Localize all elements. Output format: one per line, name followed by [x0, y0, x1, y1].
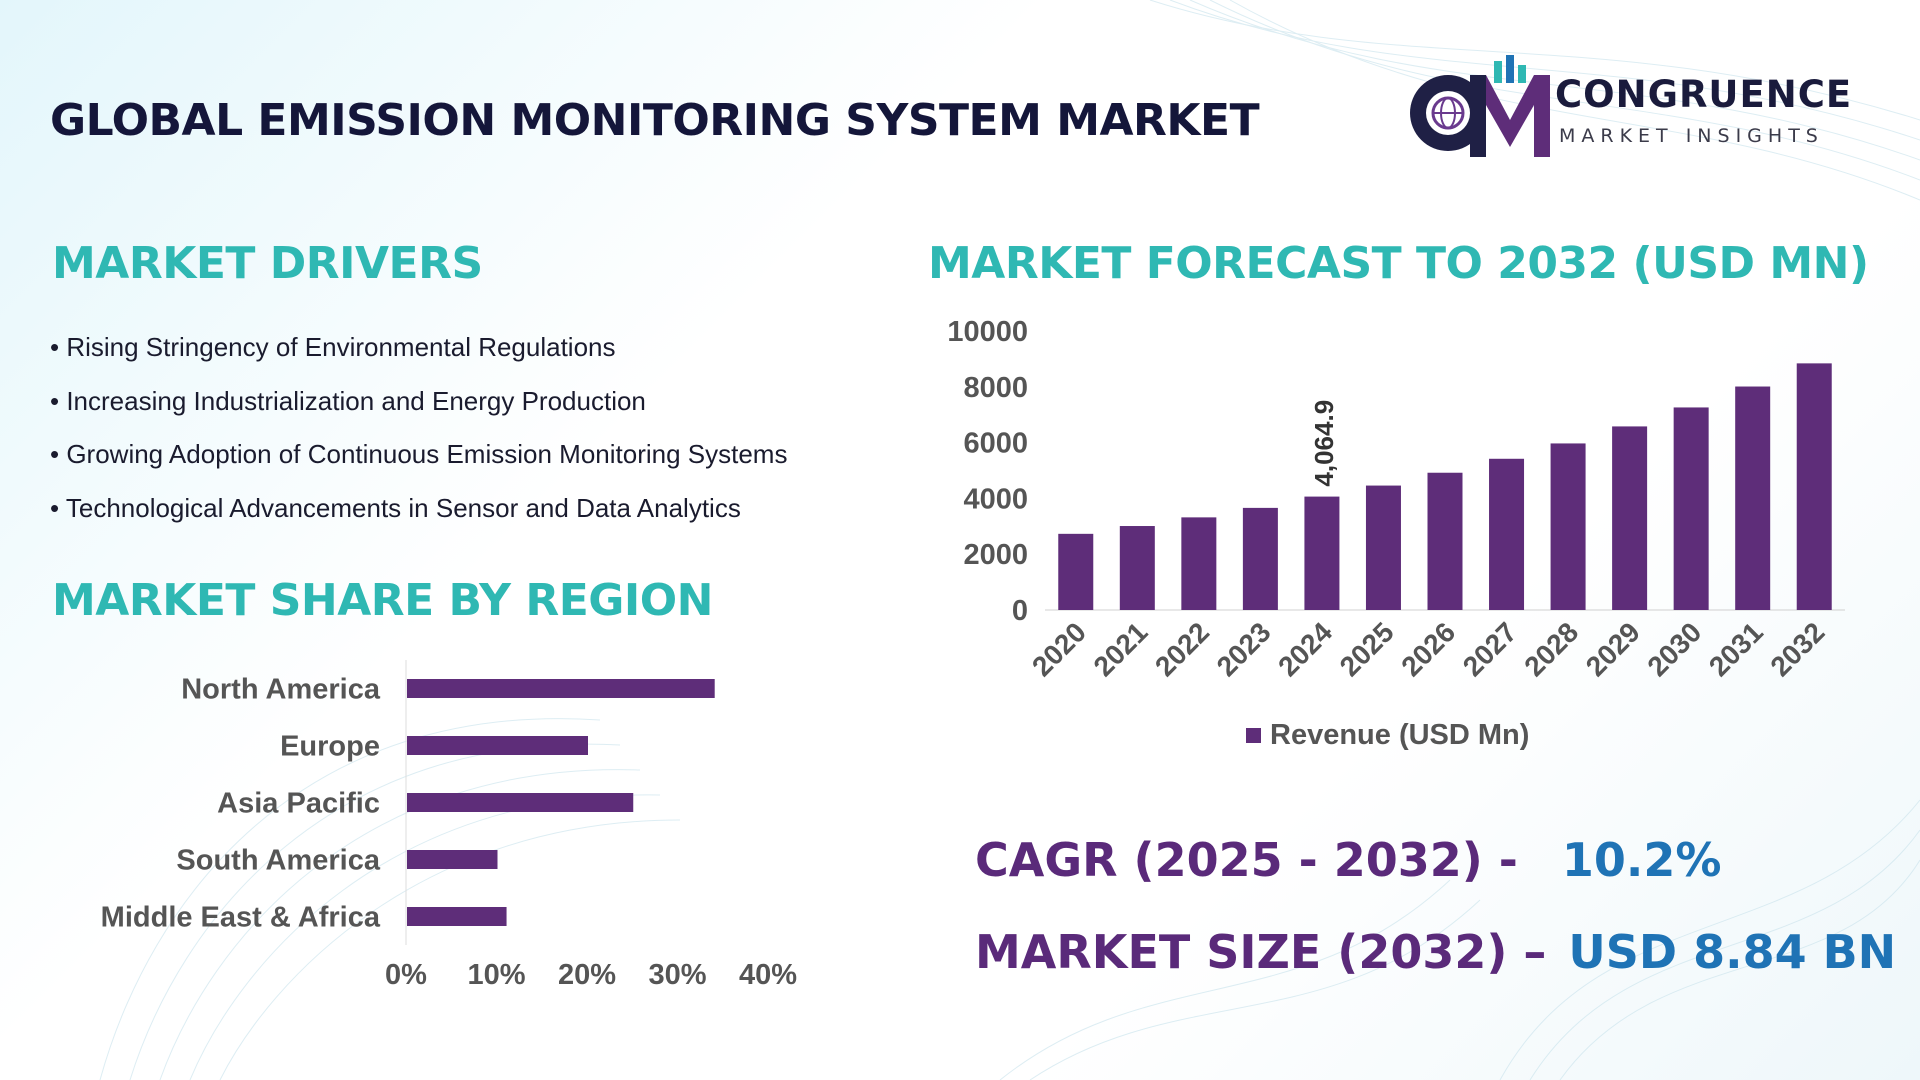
bar	[1119, 526, 1155, 610]
market-drivers-list: Rising Stringency of Environmental Regul…	[50, 325, 920, 539]
bar	[1735, 386, 1771, 610]
x-tick-label: 2031	[1703, 616, 1769, 682]
bar	[1796, 363, 1832, 610]
x-tick-label: 2032	[1765, 616, 1831, 682]
x-tick-label: 2021	[1088, 616, 1154, 682]
x-tick-label: 2025	[1334, 616, 1400, 682]
bar	[407, 907, 507, 926]
bar	[1550, 443, 1586, 610]
bar	[407, 850, 498, 869]
driver-item: Technological Advancements in Sensor and…	[50, 486, 920, 540]
market-size-label: MARKET SIZE (2032) –	[975, 925, 1547, 979]
cagr-value: 10.2%	[1561, 833, 1722, 887]
market-size-value: USD 8.84 BN	[1568, 925, 1897, 979]
bar	[1673, 407, 1709, 610]
y-tick-label: 2000	[963, 539, 1028, 571]
x-tick-label: 20%	[558, 959, 616, 991]
x-tick-label: 10%	[467, 959, 525, 991]
x-tick-label: 30%	[648, 959, 706, 991]
driver-item: Rising Stringency of Environmental Regul…	[50, 325, 920, 379]
page-title: GLOBAL EMISSION MONITORING SYSTEM MARKET	[50, 95, 1260, 146]
bar	[1304, 496, 1340, 610]
x-tick-label: 2029	[1580, 616, 1646, 682]
legend-swatch	[1246, 728, 1261, 743]
market-share-region-title: MARKET SHARE BY REGION	[52, 575, 714, 626]
x-tick-label: 40%	[739, 959, 797, 991]
market-forecast-chart: 0200040006000800010000202020212022202320…	[947, 316, 1845, 751]
market-size-stat: MARKET SIZE (2032) – USD 8.84 BN	[975, 925, 1896, 979]
cagr-label: CAGR (2025 - 2032) -	[975, 833, 1518, 887]
x-tick-label: 2027	[1457, 616, 1523, 682]
x-tick-label: 2028	[1518, 616, 1584, 682]
driver-item: Increasing Industrialization and Energy …	[50, 379, 920, 433]
x-tick-label: 2026	[1395, 616, 1461, 682]
bar	[407, 793, 634, 812]
x-tick-label: 0%	[385, 959, 427, 991]
brand-logo: CONGRUENCE MARKET INSIGHTS	[1400, 55, 1870, 160]
bar	[407, 736, 588, 755]
category-label: Middle East & Africa	[101, 902, 381, 934]
bar	[407, 679, 715, 698]
market-drivers-title: MARKET DRIVERS	[52, 238, 483, 289]
y-tick-label: 6000	[963, 428, 1028, 460]
y-tick-label: 8000	[963, 372, 1028, 404]
y-tick-label: 4000	[963, 483, 1028, 515]
bar	[1181, 517, 1217, 610]
x-tick-label: 2020	[1026, 616, 1092, 682]
y-tick-label: 0	[1012, 595, 1028, 627]
bar	[1242, 507, 1278, 610]
x-tick-label: 2022	[1149, 616, 1215, 682]
category-label: North America	[181, 674, 381, 706]
brand-name: CONGRUENCE	[1555, 73, 1853, 116]
x-tick-label: 2024	[1272, 616, 1338, 682]
x-tick-label: 2023	[1211, 616, 1277, 682]
cagr-stat: CAGR (2025 - 2032) - 10.2%	[975, 833, 1722, 887]
globe-monogram-icon	[1410, 55, 1550, 157]
bar	[1612, 426, 1648, 610]
driver-item: Growing Adoption of Continuous Emission …	[50, 432, 920, 486]
market-forecast-title: MARKET FORECAST TO 2032 (USD MN)	[928, 238, 1869, 289]
category-label: South America	[176, 845, 380, 877]
category-label: Asia Pacific	[217, 788, 380, 820]
bar	[1058, 533, 1094, 610]
y-tick-label: 10000	[947, 316, 1028, 348]
x-tick-label: 2030	[1641, 616, 1707, 682]
region-share-chart: North America Europe Asia Pacific South Ame…	[101, 660, 797, 991]
bar	[1365, 485, 1401, 610]
category-label: Europe	[280, 731, 380, 763]
data-label: 4,064.9	[1309, 400, 1339, 487]
bar	[1489, 458, 1525, 610]
bar	[1427, 472, 1463, 610]
brand-subtitle: MARKET INSIGHTS	[1559, 125, 1824, 147]
legend-label: Revenue (USD Mn)	[1270, 719, 1529, 751]
